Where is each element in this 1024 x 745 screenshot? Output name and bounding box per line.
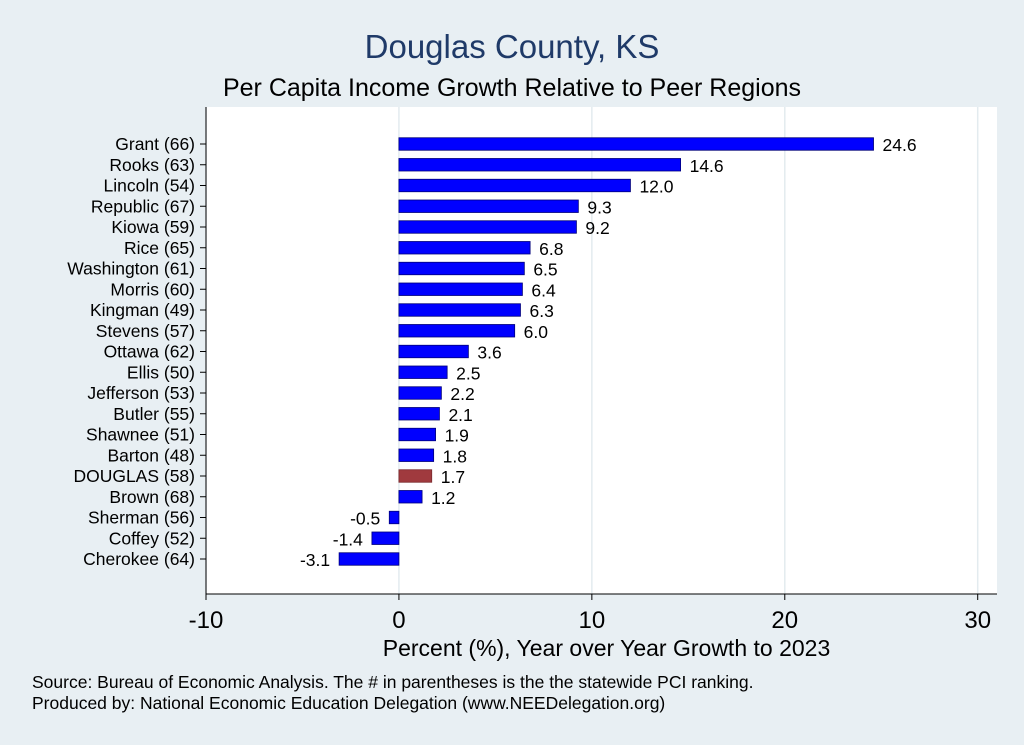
bar — [398, 407, 440, 421]
value-label: -3.1 — [300, 550, 330, 570]
category-label: Grant (66) — [115, 134, 195, 154]
bar — [338, 552, 400, 566]
value-label: 6.4 — [531, 280, 556, 300]
bar-highlight — [398, 469, 433, 483]
category-label: Brown (68) — [109, 487, 195, 507]
chart-subtitle: Per Capita Income Growth Relative to Pee… — [222, 74, 802, 102]
bar — [398, 178, 631, 193]
value-label: 14.6 — [690, 156, 724, 176]
value-label: 1.2 — [431, 488, 455, 508]
category-label: Morris (60) — [110, 279, 195, 299]
value-label: 6.0 — [524, 322, 549, 342]
value-label: 12.0 — [639, 177, 673, 197]
value-label: 9.3 — [587, 197, 611, 217]
bar — [388, 510, 400, 525]
category-label: Ellis (50) — [127, 362, 195, 382]
bar — [398, 282, 523, 296]
value-label: -1.4 — [333, 529, 363, 549]
chart-title: Douglas County, KS — [364, 28, 660, 65]
bar — [398, 241, 531, 255]
category-label: Lincoln (54) — [104, 176, 195, 196]
category-label: Stevens (57) — [96, 321, 195, 341]
x-tick-label: -10 — [189, 607, 224, 634]
category-label: Barton (48) — [107, 445, 195, 465]
category-label: Washington (61) — [67, 259, 195, 279]
bar — [398, 324, 516, 338]
category-label: Rooks (63) — [109, 155, 195, 175]
bar — [398, 448, 435, 462]
x-tick-label: 10 — [579, 607, 606, 634]
bar — [398, 490, 423, 504]
x-axis-title: Percent (%), Year over Year Growth to 20… — [383, 635, 831, 661]
bar — [398, 303, 521, 317]
bar — [398, 344, 469, 359]
category-label: Shawnee (51) — [86, 425, 195, 445]
category-label: Kingman (49) — [90, 300, 195, 320]
bar — [371, 531, 400, 545]
bar — [398, 386, 442, 400]
x-tick-label: 30 — [964, 607, 991, 634]
bar — [398, 365, 448, 379]
source-line: Source: Bureau of Economic Analysis. The… — [32, 672, 754, 692]
value-label: 24.6 — [883, 135, 917, 155]
produced-by-line: Produced by: National Economic Education… — [32, 693, 666, 713]
category-label: DOUGLAS (58) — [73, 466, 195, 486]
bar — [398, 427, 436, 442]
value-label: 1.7 — [441, 467, 465, 487]
category-label: Ottawa (62) — [104, 342, 195, 362]
value-label: 6.5 — [533, 260, 557, 280]
value-label: 9.2 — [585, 218, 609, 238]
bar — [398, 220, 577, 234]
value-label: 2.5 — [456, 363, 480, 383]
category-label: Sherman (56) — [88, 508, 195, 528]
value-label: 3.6 — [477, 343, 501, 363]
x-tick-label: 20 — [771, 607, 798, 634]
bar — [398, 261, 525, 276]
value-label: 6.3 — [529, 301, 553, 321]
value-label: -0.5 — [350, 509, 380, 529]
category-label: Coffey (52) — [109, 528, 195, 548]
value-label: 1.8 — [443, 446, 467, 466]
bar — [398, 158, 681, 172]
value-label: 2.2 — [450, 384, 474, 404]
category-label: Cherokee (64) — [83, 549, 195, 569]
value-label: 6.8 — [539, 239, 563, 259]
value-label: 2.1 — [448, 405, 472, 425]
x-tick-label: 0 — [392, 607, 405, 634]
source-notes: Source: Bureau of Economic Analysis. The… — [32, 672, 753, 714]
category-label: Rice (65) — [124, 238, 195, 258]
category-label: Butler (55) — [113, 404, 195, 424]
value-label: 1.9 — [445, 426, 469, 446]
category-label: Republic (67) — [91, 196, 195, 216]
category-label: Jefferson (53) — [87, 383, 195, 403]
category-label: Kiowa (59) — [111, 217, 195, 237]
bar — [398, 137, 874, 151]
bar — [398, 199, 579, 213]
